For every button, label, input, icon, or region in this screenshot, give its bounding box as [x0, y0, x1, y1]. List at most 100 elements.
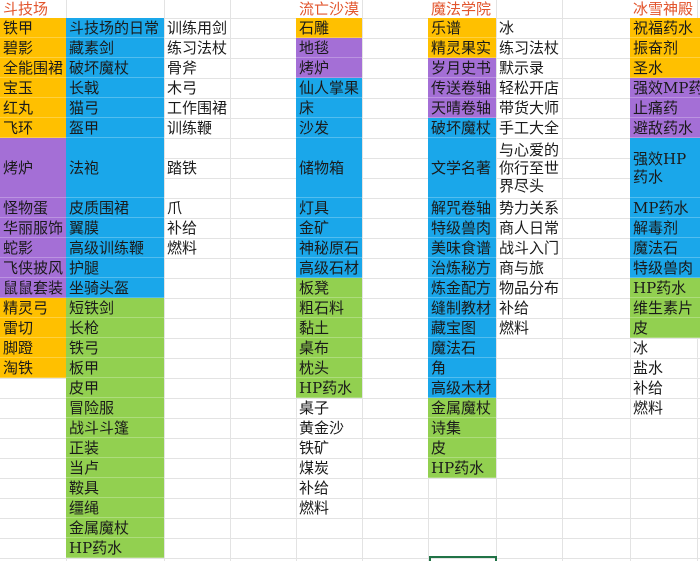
cell: 皮质围裙: [66, 198, 164, 218]
cell: 枕头: [296, 358, 362, 378]
cell: 床: [296, 98, 362, 118]
cell: HP药水: [66, 538, 164, 558]
cell: 蛇影: [0, 238, 66, 258]
cell: 止痛药: [630, 98, 700, 118]
cell: 补给: [630, 378, 700, 398]
cell: 诗集: [428, 418, 496, 438]
cell: 与心爱的你行至世界尽头: [496, 138, 562, 198]
cell: 战斗斗篷: [66, 418, 164, 438]
cell: 华丽服饰: [0, 218, 66, 238]
cell: 护腿: [66, 258, 164, 278]
cell: 仙人掌果: [296, 78, 362, 98]
cell: 皮: [428, 438, 496, 458]
cell: 手工大全: [496, 118, 562, 138]
cell: 桌布: [296, 338, 362, 358]
cell: 短铁剑: [66, 298, 164, 318]
cell: 精灵果实: [428, 38, 496, 58]
cell: 石雕: [296, 18, 362, 38]
cell: 练习法杖: [164, 38, 230, 58]
cell: HP药水: [296, 378, 362, 398]
cell: MP药水: [630, 198, 700, 218]
cell: 特级兽肉: [630, 258, 700, 278]
cell: 物品分布: [496, 278, 562, 298]
cell: 爪: [164, 198, 230, 218]
active-cell: [429, 556, 497, 561]
cell: 飞侠披风: [0, 258, 66, 278]
cell: 储物箱: [296, 138, 362, 198]
cell: 脚蹬: [0, 338, 66, 358]
cell: 补给: [164, 218, 230, 238]
cell: 高级训练鞭: [66, 238, 164, 258]
cell: 治炼秘方: [428, 258, 496, 278]
cell: 木弓: [164, 78, 230, 98]
cell: 炼金配方: [428, 278, 496, 298]
cell: 煤炭: [296, 458, 362, 478]
cell: 避敌药水: [630, 118, 700, 138]
cell: 灯具: [296, 198, 362, 218]
cell: 补给: [496, 298, 562, 318]
cell: 铁弓: [66, 338, 164, 358]
cell: 红丸: [0, 98, 66, 118]
cell: 粗石料: [296, 298, 362, 318]
cell: 踏铁: [164, 138, 230, 198]
cell: 维生素片: [630, 298, 700, 318]
cell: 训练用剑: [164, 18, 230, 38]
cell: 解毒剂: [630, 218, 700, 238]
cell: 碧影: [0, 38, 66, 58]
grid-line: [496, 0, 497, 561]
cell: 魔法石: [428, 338, 496, 358]
cell: 烤炉: [0, 138, 66, 198]
cell: 缝制教材: [428, 298, 496, 318]
cell: 盔甲: [66, 118, 164, 138]
cell: 特级兽肉: [428, 218, 496, 238]
cell: 骨斧: [164, 58, 230, 78]
cell: 魔法石: [630, 238, 700, 258]
cell: 黄金沙: [296, 418, 362, 438]
cell: 冒险服: [66, 398, 164, 418]
grid-line: [362, 0, 363, 561]
column-header: 流亡沙漠: [296, 0, 360, 18]
cell: 势力关系: [496, 198, 562, 218]
cell: 补给: [296, 478, 362, 498]
grid-line: [164, 0, 165, 561]
cell: 板凳: [296, 278, 362, 298]
cell: 皮: [630, 318, 700, 338]
cell: 带货大师: [496, 98, 562, 118]
column-header: 冰雪神殿: [630, 0, 694, 18]
cell: 淘铁: [0, 358, 66, 378]
cell: 传送卷轴: [428, 78, 496, 98]
cell: 高级石材: [296, 258, 362, 278]
cell: 圣水: [630, 58, 700, 78]
cell: 高级木材: [428, 378, 496, 398]
grid-line: [562, 0, 563, 561]
cell: 祝福药水: [630, 18, 700, 38]
cell: 藏宝图: [428, 318, 496, 338]
cell: 燃料: [630, 398, 700, 418]
cell: 解咒卷轴: [428, 198, 496, 218]
cell: 燃料: [164, 238, 230, 258]
cell: 怪物蛋: [0, 198, 66, 218]
cell: 美味食谱: [428, 238, 496, 258]
cell: 地毯: [296, 38, 362, 58]
cell: 法袍: [66, 138, 164, 198]
cell: 金属魔杖: [66, 518, 164, 538]
cell: 坐骑头盔: [66, 278, 164, 298]
cell: HP药水: [428, 458, 496, 478]
cell: 缰绳: [66, 498, 164, 518]
cell: 战斗入门: [496, 238, 562, 258]
cell: 皮甲: [66, 378, 164, 398]
cell: 冰: [630, 338, 700, 358]
cell: 飞环: [0, 118, 66, 138]
cell: 藏素剑: [66, 38, 164, 58]
cell: 强效MP药水: [630, 78, 700, 98]
cell: 鞍具: [66, 478, 164, 498]
cell: 轻松开店: [496, 78, 562, 98]
cell: 铁甲: [0, 18, 66, 38]
cell: 沙发: [296, 118, 362, 138]
cell: 当卢: [66, 458, 164, 478]
cell: 文学名著: [428, 138, 496, 198]
cell: 角: [428, 358, 496, 378]
grid-line: [230, 0, 231, 561]
cell: 强效HP药水: [630, 138, 700, 198]
